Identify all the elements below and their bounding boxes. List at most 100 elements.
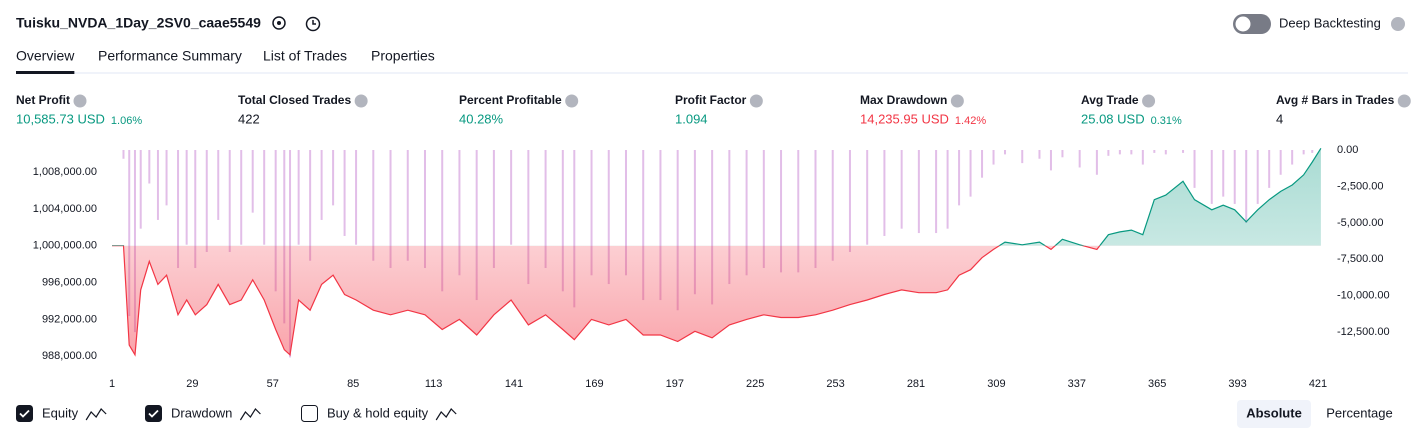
- mode-button[interactable]: Absolute: [1246, 405, 1302, 420]
- deep-backtesting-toggle[interactable]: [1233, 14, 1271, 34]
- drawdown-bar: [573, 150, 576, 308]
- metric-label: Avg Trade: [1081, 93, 1139, 107]
- metric-percent: 0.31%: [1151, 115, 1182, 127]
- drawdown-bar: [274, 150, 277, 292]
- equity-area-down: [123, 245, 1100, 355]
- y2-tick-label: -10,000.00: [1337, 290, 1390, 302]
- drawdown-bar: [728, 150, 731, 285]
- drawdown-bar: [458, 150, 461, 276]
- drawdown-bar: [1256, 150, 1259, 204]
- drawdown-bar: [1004, 150, 1007, 155]
- x-tick-label: 393: [1228, 378, 1246, 390]
- metric-value: 40.28%: [459, 111, 504, 126]
- metric-label: Percent Profitable: [459, 93, 562, 107]
- drawdown-bar: [1182, 150, 1185, 153]
- drawdown-bar: [1130, 150, 1133, 155]
- option-checkbox[interactable]: Buy & hold equity: [301, 405, 457, 422]
- drawdown-bar: [969, 150, 972, 197]
- equity-area-up: [112, 148, 1321, 246]
- strategy-title: Tuisku_NVDA_1Day_2SV0_caae5549: [16, 15, 261, 31]
- option-label: Buy & hold equity: [327, 405, 429, 420]
- x-tick-label: 29: [186, 378, 198, 390]
- drawdown-bar: [814, 150, 817, 269]
- drawdown-bar: [492, 150, 495, 269]
- info-icon[interactable]: [1397, 94, 1411, 108]
- info-icon[interactable]: [354, 94, 368, 108]
- drawdown-bar: [900, 150, 903, 229]
- drawdown-bar: [297, 150, 300, 245]
- drawdown-bar: [745, 150, 748, 276]
- y2-tick-label: -2,500.00: [1337, 180, 1383, 192]
- drawdown-bar: [263, 150, 266, 245]
- settings-icon[interactable]: [272, 16, 286, 30]
- drawdown-bar: [642, 150, 645, 301]
- info-icon[interactable]: [950, 94, 964, 108]
- tab[interactable]: Performance Summary: [98, 48, 242, 64]
- drawdown-bar: [1279, 150, 1282, 175]
- drawdown-bar: [797, 150, 800, 273]
- drawdown-bar: [917, 150, 920, 234]
- drawdown-bar: [510, 150, 513, 245]
- x-tick-label: 365: [1148, 378, 1166, 390]
- drawdown-bar: [992, 150, 995, 165]
- drawdown-bar: [981, 150, 984, 178]
- drawdown-bar: [165, 150, 168, 206]
- metric-percent: 1.42%: [955, 115, 986, 127]
- metric-label: Avg # Bars in Trades: [1276, 93, 1395, 107]
- info-icon[interactable]: [565, 94, 579, 108]
- drawdown-bar: [1038, 150, 1041, 159]
- drawdown-bar: [527, 150, 530, 285]
- drawdown-bar: [946, 150, 949, 229]
- equity-line-down: [112, 245, 1101, 357]
- drawdown-bar: [1311, 150, 1314, 153]
- option-icon: [435, 408, 457, 421]
- drawdown-bar: [1118, 150, 1121, 155]
- tab[interactable]: List of Trades: [263, 48, 347, 64]
- info-icon[interactable]: [749, 94, 763, 108]
- drawdown-bar: [1164, 150, 1167, 155]
- drawdown-bar: [251, 150, 254, 213]
- drawdown-bar: [1233, 150, 1236, 204]
- y-tick-label: 1,000,000.00: [33, 240, 97, 252]
- alert-icon[interactable]: [305, 16, 321, 32]
- metric-value: 14,235.95 USD: [860, 111, 949, 126]
- mode-button[interactable]: Percentage: [1326, 405, 1393, 420]
- option-checkbox[interactable]: Drawdown: [145, 405, 261, 422]
- drawdown-bar: [780, 150, 783, 273]
- drawdown-bar: [848, 150, 851, 252]
- drawdown-bar: [372, 150, 375, 261]
- drawdown-bar: [205, 150, 208, 252]
- toggle-knob: [1235, 16, 1251, 32]
- drawdown-bar: [1049, 150, 1052, 171]
- option-checkbox[interactable]: Equity: [16, 405, 107, 422]
- x-tick-label: 57: [267, 378, 279, 390]
- drawdown-bar: [676, 150, 679, 311]
- drawdown-bar: [1291, 150, 1294, 165]
- metric-label: Profit Factor: [675, 93, 747, 107]
- checkmark: [19, 409, 30, 418]
- drawdown-bar: [883, 150, 886, 236]
- metric-percent: 1.06%: [111, 115, 142, 127]
- drawdown-bar: [1302, 150, 1305, 155]
- help-icon[interactable]: [1391, 17, 1405, 31]
- metric-label: Total Closed Trades: [238, 93, 351, 107]
- metric-value: 422: [238, 111, 260, 126]
- toggle-label: Deep Backtesting: [1279, 15, 1381, 30]
- metric-value: 25.08 USD: [1081, 111, 1145, 126]
- tab[interactable]: Overview: [16, 48, 75, 64]
- y-tick-label: 1,008,000.00: [33, 166, 97, 178]
- y-tick-label: 1,004,000.00: [33, 203, 97, 215]
- info-icon[interactable]: [1142, 94, 1156, 108]
- drawdown-bar: [228, 150, 231, 252]
- drawdown-bar: [406, 150, 409, 261]
- x-tick-label: 253: [826, 378, 844, 390]
- drawdown-bar: [148, 150, 151, 184]
- drawdown-bar: [1095, 150, 1098, 175]
- info-icon[interactable]: [73, 94, 87, 108]
- drawdown-bar: [1141, 150, 1144, 165]
- drawdown-bar: [831, 150, 834, 261]
- tab[interactable]: Properties: [371, 48, 435, 64]
- drawdown-bar: [624, 150, 627, 276]
- x-tick-label: 337: [1068, 378, 1086, 390]
- metric-value: 10,585.73 USD: [16, 111, 105, 126]
